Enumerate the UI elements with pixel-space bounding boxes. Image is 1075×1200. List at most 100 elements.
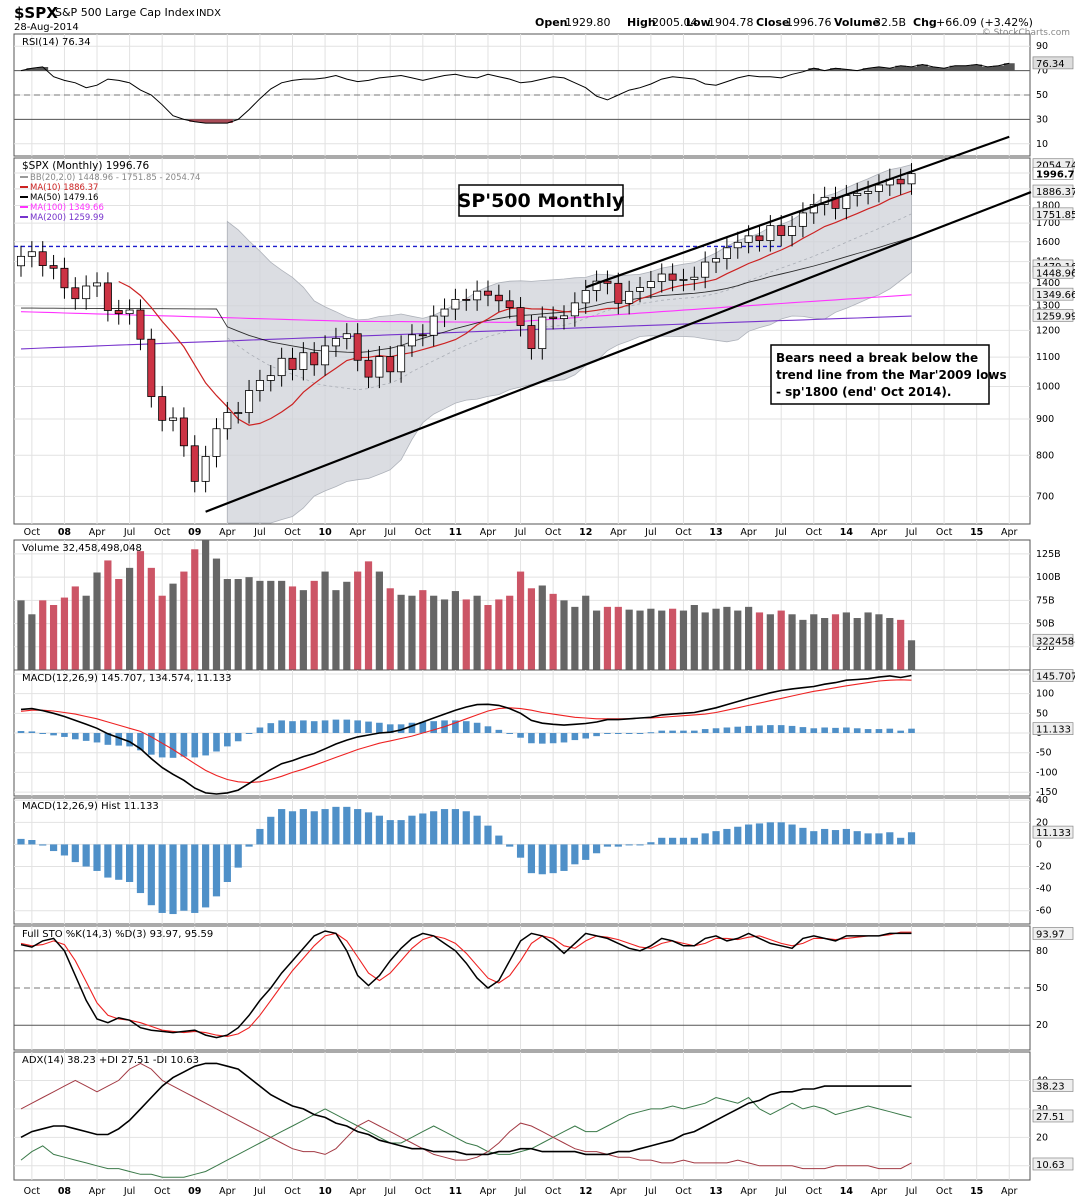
candle bbox=[636, 287, 645, 292]
volume-bar bbox=[560, 600, 568, 670]
hist-bar bbox=[690, 837, 698, 845]
price-tick-label: 1100 bbox=[1036, 352, 1060, 363]
candle bbox=[288, 357, 297, 370]
volume-bar bbox=[223, 579, 231, 670]
hist-bar bbox=[723, 828, 731, 845]
rsi-tick-label: 30 bbox=[1036, 114, 1048, 125]
x-axis-mid-tick-label: Apr bbox=[610, 527, 627, 538]
macd-hist-bar bbox=[615, 733, 622, 734]
macd-hist-bar bbox=[593, 733, 600, 737]
macd-hist-bar bbox=[875, 729, 883, 733]
candle bbox=[27, 251, 36, 257]
candle bbox=[245, 390, 254, 413]
value-box bbox=[1032, 184, 1074, 198]
price-tick-label: 1400 bbox=[1036, 278, 1060, 289]
macd-hist-bar bbox=[821, 727, 828, 733]
candle bbox=[16, 255, 25, 267]
macd-hist-bar bbox=[50, 733, 57, 736]
hist-bar bbox=[354, 809, 362, 845]
x-axis-mid-tick-label: 12 bbox=[579, 527, 592, 538]
volume-bar bbox=[386, 588, 394, 670]
volume-bar bbox=[408, 595, 416, 670]
hist-bar bbox=[299, 809, 307, 845]
candle bbox=[777, 225, 786, 236]
volume-bar bbox=[625, 609, 633, 670]
macd-hist-bar bbox=[158, 733, 166, 758]
macd-hist-bar bbox=[386, 724, 394, 733]
x-axis-mid-tick-label: Apr bbox=[740, 527, 757, 538]
candle bbox=[223, 412, 232, 430]
hist-bar bbox=[440, 809, 449, 845]
x-axis-mid-tick-label: Oct bbox=[284, 527, 301, 538]
volume-bar bbox=[158, 595, 166, 670]
value-box bbox=[1032, 669, 1074, 682]
chart-date: 28-Aug-2014 bbox=[14, 22, 79, 33]
macd-hist-bar bbox=[354, 720, 361, 733]
hist-bar bbox=[39, 844, 47, 846]
volume-bar bbox=[267, 580, 275, 670]
macd-hist-bar bbox=[484, 726, 492, 733]
macd-hist-bar bbox=[300, 720, 307, 733]
x-axis-bottom-tick-label: Oct bbox=[936, 1186, 953, 1197]
volume-bar bbox=[71, 586, 79, 670]
macd-hist-bar bbox=[680, 730, 687, 733]
rsi-line bbox=[20, 62, 1010, 124]
volume-bar bbox=[60, 597, 69, 670]
volume-bar bbox=[82, 595, 90, 670]
rsi-tick-label: 10 bbox=[1036, 139, 1048, 150]
x-axis-mid-tick-label: 15 bbox=[970, 527, 983, 538]
volume-bar bbox=[495, 599, 503, 670]
volume-bar bbox=[712, 608, 720, 670]
macd-hist-bar bbox=[517, 733, 524, 738]
macd-hist-bar bbox=[310, 721, 318, 733]
candle bbox=[679, 278, 688, 281]
x-axis-mid-tick-label: Apr bbox=[89, 527, 106, 538]
candle bbox=[483, 290, 492, 296]
hist-bar bbox=[278, 809, 286, 845]
macd-hist-bar bbox=[604, 733, 611, 734]
volume-bar bbox=[745, 606, 753, 670]
price-tick-label: 900 bbox=[1036, 414, 1054, 425]
volume-bar bbox=[506, 595, 514, 670]
volume-tick-label: 50B bbox=[1036, 619, 1055, 630]
rsi-last-value: 76.34 bbox=[1036, 59, 1065, 70]
volume-bar bbox=[451, 591, 459, 670]
candle bbox=[169, 417, 178, 421]
x-axis-mid-tick-label: Oct bbox=[154, 527, 171, 538]
x-axis-bottom-tick-label: 14 bbox=[840, 1186, 854, 1197]
value-box bbox=[1032, 1109, 1074, 1123]
macd-tick-label: -50 bbox=[1036, 748, 1052, 759]
x-axis-bottom-tick-label: 15 bbox=[970, 1186, 983, 1197]
hist-bar bbox=[831, 830, 840, 845]
candle bbox=[614, 282, 623, 304]
volume-bar bbox=[875, 614, 883, 670]
macd-hist-bar bbox=[452, 720, 459, 733]
quote-low-label: Low bbox=[686, 16, 711, 29]
hist-bar bbox=[745, 824, 753, 845]
macd-hist-bar bbox=[538, 733, 546, 744]
sto-last-value: 93.97 bbox=[1036, 929, 1065, 940]
volume-bar bbox=[549, 593, 557, 670]
candle bbox=[71, 287, 80, 300]
hist-bar bbox=[864, 833, 872, 845]
hist-bar bbox=[60, 844, 69, 856]
adx-panel-frame bbox=[13, 1051, 1031, 1181]
volume-bar bbox=[126, 567, 134, 670]
macd-hist-bar bbox=[636, 733, 644, 734]
candle bbox=[342, 333, 351, 339]
hist-bar bbox=[169, 844, 177, 915]
macd-hist-bar bbox=[495, 729, 503, 733]
price-right-label: 1259.99 bbox=[1036, 311, 1075, 322]
lower-trend-line bbox=[205, 191, 1032, 513]
candle bbox=[473, 290, 482, 301]
macd-hist-bar bbox=[582, 733, 590, 739]
volume-bar bbox=[299, 590, 307, 670]
volume-bar bbox=[93, 572, 101, 670]
hist-bar bbox=[897, 837, 905, 845]
price-right-label: 1448.96 bbox=[1036, 268, 1075, 279]
volume-bar bbox=[571, 606, 579, 670]
quote-high-label: High bbox=[627, 16, 656, 29]
candle bbox=[364, 359, 373, 378]
macd-hist-bar bbox=[289, 721, 296, 733]
candle bbox=[212, 428, 221, 457]
